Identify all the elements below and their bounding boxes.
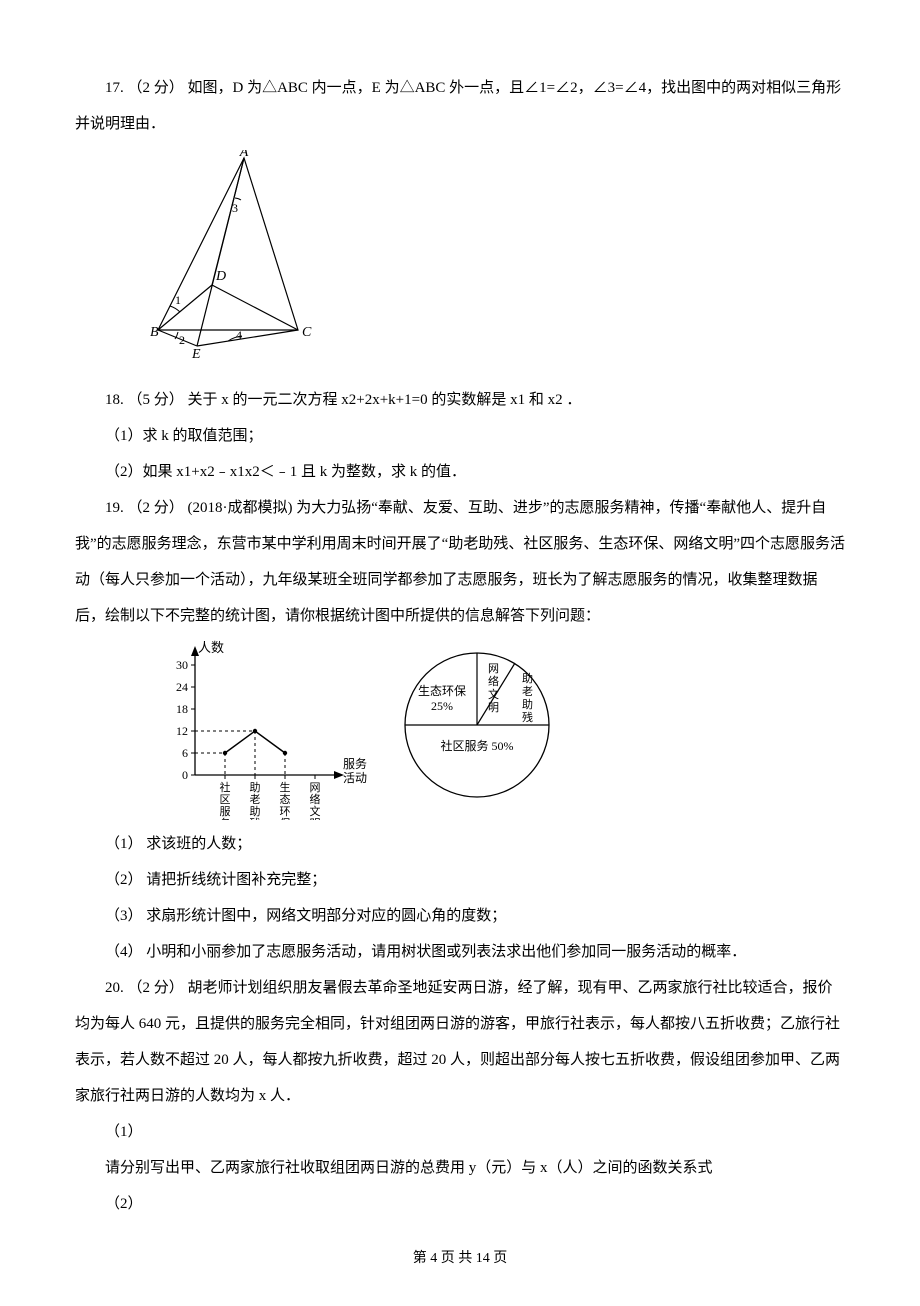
triangle-diagram: A B C D E 1 2 3 4 xyxy=(150,150,315,360)
q19-sub2: （2） 请把折线统计图补充完整； xyxy=(75,862,845,898)
svg-text:生: 生 xyxy=(280,780,291,794)
svg-text:老: 老 xyxy=(250,793,261,806)
line-chart: 人数 服务 活动 0612182430 社区服务助老助残生态环保网络文明 xyxy=(160,640,370,820)
label-b: B xyxy=(150,325,159,340)
q20-sub1-label: （1） xyxy=(75,1114,845,1150)
pie-help-4: 残 xyxy=(522,710,533,724)
y-axis-label: 人数 xyxy=(198,640,224,655)
q19-sub4: （4） 小明和小丽参加了志愿服务活动，请用树状图或列表法求出他们参加同一服务活动… xyxy=(75,934,845,970)
q17-text: 17. （2 分） 如图，D 为△ABC 内一点，E 为△ABC 外一点，且∠1… xyxy=(75,70,845,142)
svg-text:络: 络 xyxy=(310,792,321,806)
pie-net-4: 明 xyxy=(488,701,499,714)
svg-text:12: 12 xyxy=(176,724,188,738)
q17-figure: A B C D E 1 2 3 4 xyxy=(150,150,845,374)
svg-text:环: 环 xyxy=(280,806,291,818)
svg-text:18: 18 xyxy=(176,702,188,716)
q20-sub1-text: 请分别写出甲、乙两家旅行社收取组团两日游的总费用 y（元）与 x（人）之间的函数… xyxy=(75,1150,845,1186)
pie-eco-1: 生态环保 xyxy=(418,684,466,698)
q18-line1: 18. （5 分） 关于 x 的一元二次方程 x2+2x+k+1=0 的实数解是… xyxy=(75,382,845,418)
page-footer: 第 4 页 共 14 页 xyxy=(75,1242,845,1276)
svg-text:社: 社 xyxy=(220,780,231,794)
q19-intro: 19. （2 分） (2018·成都模拟) 为大力弘扬“奉献、友爱、互助、进步”… xyxy=(75,490,845,634)
pie-help-3: 助 xyxy=(522,697,533,711)
svg-text:明: 明 xyxy=(310,817,321,820)
angle-3: 3 xyxy=(232,201,238,215)
svg-text:态: 态 xyxy=(280,793,291,806)
pie-help-2: 老 xyxy=(522,685,533,698)
q18-sub1: （1）求 k 的取值范围； xyxy=(75,418,845,454)
pie-net-3: 文 xyxy=(488,687,499,701)
svg-text:助: 助 xyxy=(250,804,261,818)
q20-intro: 20. （2 分） 胡老师计划组织朋友暑假去革命圣地延安两日游，经了解，现有甲、… xyxy=(75,970,845,1114)
svg-text:6: 6 xyxy=(182,746,188,760)
svg-text:30: 30 xyxy=(176,658,188,672)
pie-help-1: 助 xyxy=(522,671,533,685)
svg-text:务: 务 xyxy=(220,817,231,820)
svg-text:网: 网 xyxy=(310,782,321,794)
x-axis-label-2: 活动 xyxy=(343,771,367,785)
q19-sub3: （3） 求扇形统计图中，网络文明部分对应的圆心角的度数； xyxy=(75,898,845,934)
q20-sub2-label: （2） xyxy=(75,1186,845,1222)
label-a: A xyxy=(239,150,249,160)
pie-net-1: 网 xyxy=(488,663,499,675)
angle-1: 1 xyxy=(175,293,181,307)
label-d: D xyxy=(215,269,226,284)
x-axis-label-1: 服务 xyxy=(343,756,367,771)
angle-2: 2 xyxy=(179,333,185,347)
svg-text:区: 区 xyxy=(220,794,231,806)
label-e: E xyxy=(191,347,201,360)
pie-chart: 生态环保 25% 网 络 文 明 助 老 助 残 社区服务 50% xyxy=(390,640,565,810)
svg-text:助: 助 xyxy=(250,780,261,794)
q19-sub1: （1） 求该班的人数； xyxy=(75,826,845,862)
q19-charts: 人数 服务 活动 0612182430 社区服务助老助残生态环保网络文明 xyxy=(160,640,845,820)
svg-text:文: 文 xyxy=(310,804,321,818)
pie-community: 社区服务 50% xyxy=(441,738,514,753)
svg-text:服: 服 xyxy=(220,805,231,818)
svg-text:24: 24 xyxy=(176,680,188,694)
angle-4: 4 xyxy=(236,328,242,342)
svg-text:0: 0 xyxy=(182,768,188,782)
q18-sub2: （2）如果 x1+x2﹣x1x2＜﹣1 且 k 为整数，求 k 的值． xyxy=(75,454,845,490)
pie-eco-2: 25% xyxy=(431,699,453,713)
label-c: C xyxy=(302,325,312,340)
pie-net-2: 络 xyxy=(488,674,499,688)
